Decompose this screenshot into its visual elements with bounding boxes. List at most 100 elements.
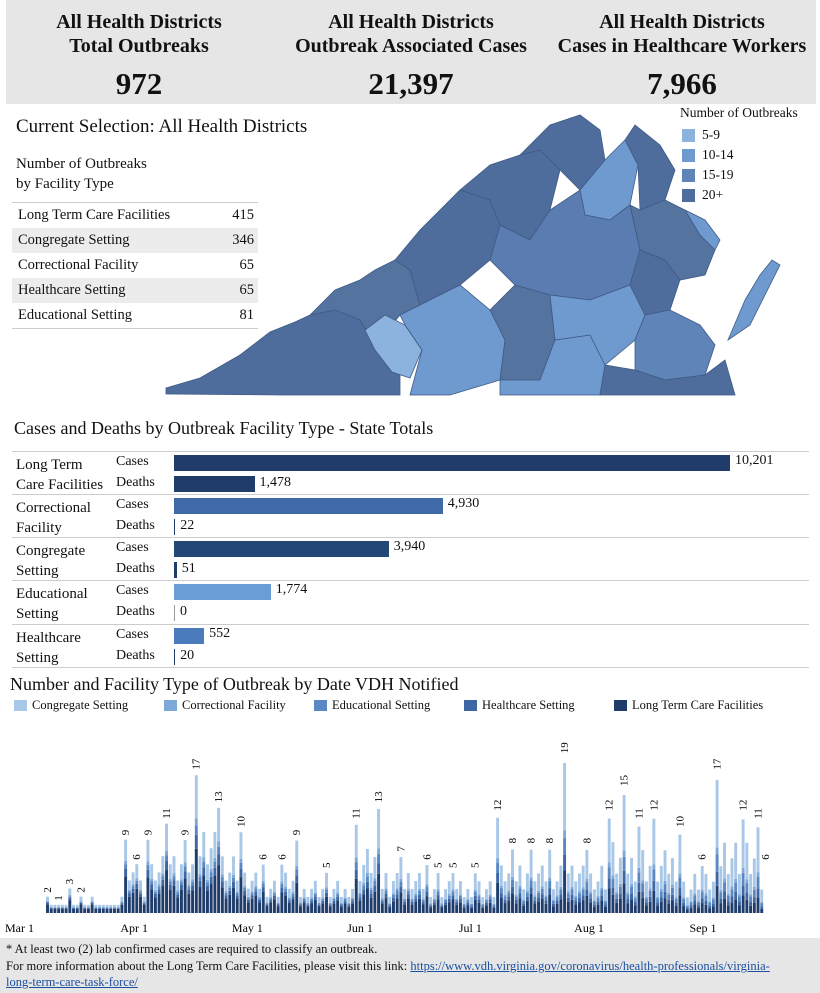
timeline-bar-segment[interactable] <box>656 896 660 899</box>
timeline-bar-segment[interactable] <box>217 807 221 842</box>
timeline-bar-segment[interactable] <box>604 904 607 907</box>
timeline-bar-segment[interactable] <box>719 903 723 913</box>
timeline-bar-segment[interactable] <box>749 894 753 897</box>
timeline-bar-segment[interactable] <box>555 895 559 898</box>
timeline-bar-segment[interactable] <box>179 881 183 886</box>
timeline-bar-segment[interactable] <box>485 902 488 906</box>
map-legend-item[interactable]: 5-9 <box>680 125 798 145</box>
timeline-bar-segment[interactable] <box>369 893 373 898</box>
timeline-bar-segment[interactable] <box>559 865 563 887</box>
timeline-bar-segment[interactable] <box>68 895 72 897</box>
timeline-bar-segment[interactable] <box>551 901 555 904</box>
timeline-bar-segment[interactable] <box>328 903 332 905</box>
timeline-bar-segment[interactable] <box>752 897 756 903</box>
timeline-bar-segment[interactable] <box>68 896 72 898</box>
timeline-bar-segment[interactable] <box>332 897 336 899</box>
timeline-bar-segment[interactable] <box>444 898 447 900</box>
timeline-bar-segment[interactable] <box>741 872 745 886</box>
timeline-bar-segment[interactable] <box>537 892 540 898</box>
timeline-bar-segment[interactable] <box>246 902 250 913</box>
timeline-bar-segment[interactable] <box>432 899 436 903</box>
timeline-bar-segment[interactable] <box>373 886 377 892</box>
timeline-bar-segment[interactable] <box>522 899 526 901</box>
timeline-bar-segment[interactable] <box>514 899 518 904</box>
timeline-bar-segment[interactable] <box>124 860 128 865</box>
timeline-bar-segment[interactable] <box>343 903 347 913</box>
timeline-bar-segment[interactable] <box>503 894 507 897</box>
map-legend-item[interactable]: 15-19 <box>680 165 798 185</box>
timeline-bar-segment[interactable] <box>533 900 537 904</box>
timeline-bar-segment[interactable] <box>228 894 232 913</box>
timeline-bar-segment[interactable] <box>161 856 165 874</box>
timeline-bar-segment[interactable] <box>165 870 168 913</box>
timeline-bar-segment[interactable] <box>310 903 314 913</box>
timeline-bar-segment[interactable] <box>153 893 157 898</box>
ltc-task-force-link[interactable]: https://www.vdh.virginia.gov/coronavirus… <box>6 959 770 989</box>
timeline-bar-segment[interactable] <box>678 834 682 874</box>
timeline-bar-segment[interactable] <box>187 872 191 886</box>
timeline-bar-segment[interactable] <box>172 885 176 913</box>
timeline-bar-segment[interactable] <box>113 908 116 913</box>
timeline-bar-segment[interactable] <box>217 854 221 866</box>
timeline-bar-segment[interactable] <box>693 900 697 905</box>
timeline-bar-segment[interactable] <box>224 891 228 893</box>
timeline-bar-segment[interactable] <box>139 880 142 890</box>
timeline-bar-segment[interactable] <box>399 857 403 879</box>
timeline-bar-segment[interactable] <box>194 834 198 849</box>
timeline-bar-segment[interactable] <box>473 895 477 900</box>
timeline-bar-segment[interactable] <box>235 880 239 892</box>
timeline-bar-segment[interactable] <box>711 903 715 907</box>
timeline-bar-segment[interactable] <box>287 902 291 913</box>
timeline-bar-segment[interactable] <box>68 897 72 901</box>
timeline-bar-segment[interactable] <box>473 891 477 896</box>
timeline-bar-segment[interactable] <box>358 880 362 893</box>
timeline-bar-segment[interactable] <box>618 898 622 913</box>
timeline-bar-segment[interactable] <box>176 897 180 913</box>
timeline-bar-segment[interactable] <box>429 897 433 904</box>
timeline-bar-segment[interactable] <box>362 885 366 890</box>
timeline-bar-segment[interactable] <box>470 906 474 908</box>
timeline-bar-segment[interactable] <box>626 873 630 893</box>
timeline-bar-segment[interactable] <box>477 894 481 897</box>
timeline-bar-segment[interactable] <box>198 876 202 881</box>
timeline-bar-segment[interactable] <box>369 890 373 894</box>
timeline-bar-segment[interactable] <box>537 897 540 902</box>
timeline-bar-segment[interactable] <box>485 900 488 903</box>
timeline-bar-segment[interactable] <box>113 908 116 909</box>
timeline-bar-segment[interactable] <box>600 895 604 901</box>
timeline-bar-segment[interactable] <box>711 906 715 913</box>
timeline-bar-segment[interactable] <box>708 902 712 906</box>
timeline-bar-segment[interactable] <box>648 891 652 897</box>
timeline-bar-segment[interactable] <box>321 903 325 913</box>
timeline-bar-segment[interactable] <box>75 907 79 909</box>
timeline-bar-segment[interactable] <box>377 808 381 849</box>
timeline-bar-segment[interactable] <box>220 887 224 913</box>
timeline-bar-segment[interactable] <box>105 908 109 909</box>
timeline-bar-segment[interactable] <box>600 865 604 888</box>
timeline-bar-segment[interactable] <box>336 896 340 901</box>
timeline-bar-segment[interactable] <box>310 897 314 899</box>
timeline-bar-segment[interactable] <box>224 898 228 913</box>
timeline-bar-segment[interactable] <box>124 839 128 861</box>
timeline-bar-segment[interactable] <box>693 904 697 913</box>
timeline-bar-segment[interactable] <box>410 899 414 902</box>
timeline-bar-segment[interactable] <box>592 900 596 902</box>
timeline-bar-segment[interactable] <box>719 866 723 890</box>
timeline-bar-segment[interactable] <box>432 898 436 900</box>
timeline-bar-segment[interactable] <box>124 876 128 913</box>
timeline-bar-segment[interactable] <box>109 908 113 913</box>
timeline-bar-segment[interactable] <box>150 889 154 913</box>
timeline-bar-segment[interactable] <box>403 899 407 902</box>
timeline-bar-segment[interactable] <box>384 890 388 894</box>
timeline-bar-segment[interactable] <box>83 904 87 908</box>
timeline-bar-segment[interactable] <box>254 891 258 896</box>
timeline-bar-segment[interactable] <box>511 876 514 881</box>
timeline-bar-segment[interactable] <box>544 900 548 904</box>
timeline-bar-segment[interactable] <box>313 893 317 897</box>
timeline-bar-segment[interactable] <box>72 908 75 913</box>
timeline-bar-segment[interactable] <box>440 903 444 905</box>
facility-row[interactable]: Educational Setting 81 <box>12 303 258 328</box>
timeline-bar-segment[interactable] <box>611 894 615 913</box>
timeline-bar-segment[interactable] <box>317 902 321 904</box>
timeline-bar-segment[interactable] <box>537 901 540 913</box>
